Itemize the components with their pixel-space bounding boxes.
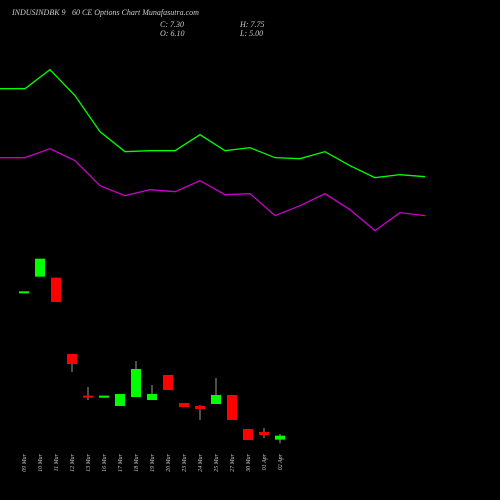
candle-body	[147, 394, 157, 400]
x-tick-label: 17 Mar	[118, 453, 124, 471]
stat-open: O: 6.10	[160, 29, 184, 38]
stat-close: C: 7.30	[160, 20, 184, 29]
candle-body	[179, 403, 189, 407]
chart-subtitle: 60 CE Options Chart Munafasutra.com	[72, 8, 199, 17]
candle-body	[163, 375, 173, 390]
candle-body	[275, 435, 285, 440]
x-tick-label: 30 Mar	[246, 453, 252, 472]
candle-body	[259, 432, 269, 435]
indicator-line	[0, 68, 426, 179]
candle-body	[195, 406, 205, 409]
candle-body	[243, 429, 253, 440]
x-tick-label: 13 Mar	[86, 453, 92, 471]
x-tick-label: 23 Mar	[182, 453, 188, 471]
x-tick-label: 24 Mar	[197, 453, 204, 471]
x-tick-label: 12 Mar	[70, 453, 76, 471]
x-tick-label: 20 Mar	[166, 453, 172, 471]
candle-body	[227, 395, 237, 420]
x-tick-label: 01 Apr	[262, 453, 268, 470]
x-tick-label: 19 Mar	[150, 453, 156, 471]
candle-body	[211, 395, 221, 404]
candle-body	[19, 291, 29, 294]
x-tick-label: 18 Mar	[134, 453, 140, 471]
candle-body	[99, 395, 109, 398]
x-tick-label: 09 Mar	[22, 453, 28, 471]
x-tick-label: 25 Mar	[214, 453, 220, 471]
candle-body	[115, 394, 125, 406]
x-tick-label: 02 Apr	[278, 453, 284, 470]
candle-body	[51, 277, 61, 302]
candle-body	[131, 369, 141, 397]
chart-title: INDUSINDBK 9	[11, 8, 66, 17]
candle-body	[83, 395, 93, 398]
stat-low: L: 5.00	[239, 29, 263, 38]
candle-body	[35, 258, 45, 277]
x-tick-label: 11 Mar	[54, 453, 60, 471]
candle-body	[67, 354, 77, 364]
stat-high: H: 7.75	[239, 20, 264, 29]
x-tick-label: 27 Mar	[230, 453, 236, 471]
x-tick-label: 10 Mar	[38, 453, 44, 471]
x-tick-label: 16 Mar	[102, 453, 108, 471]
indicator-line	[0, 147, 426, 232]
